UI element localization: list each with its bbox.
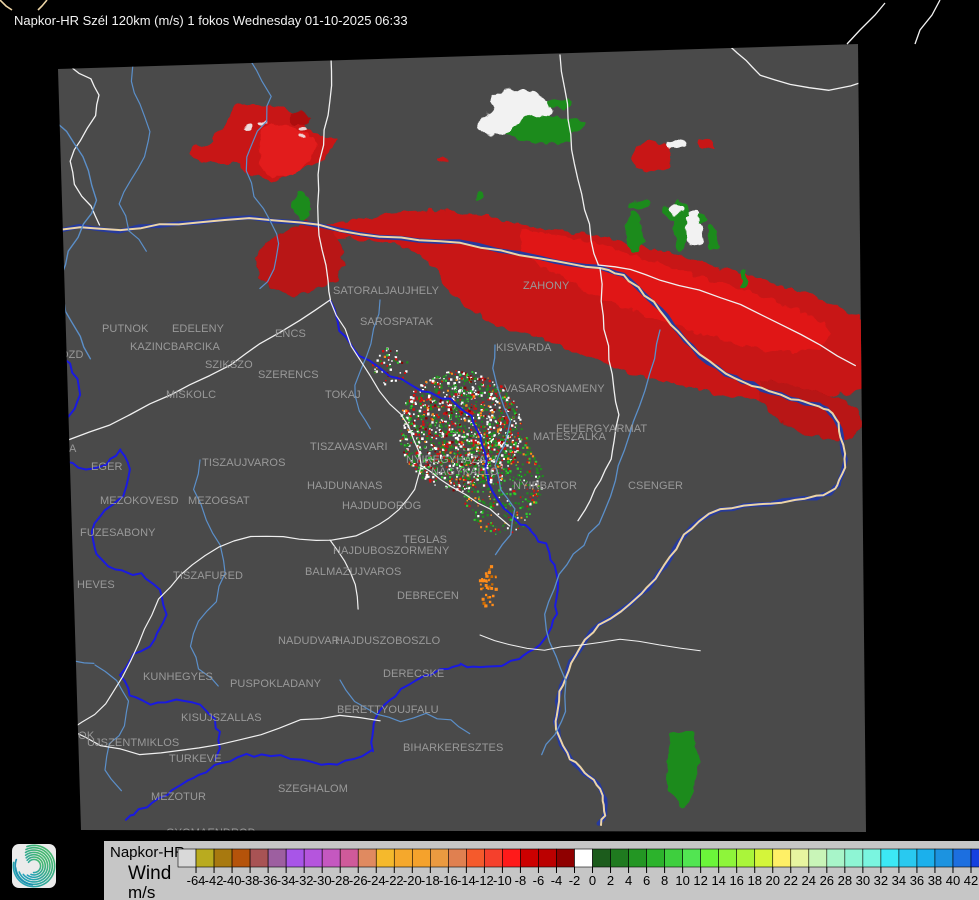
svg-text:36: 36 <box>910 873 924 888</box>
svg-text:38: 38 <box>928 873 942 888</box>
svg-text:-6: -6 <box>533 873 545 888</box>
svg-text:-4: -4 <box>551 873 563 888</box>
svg-text:-14: -14 <box>457 873 476 888</box>
svg-text:-42: -42 <box>205 873 224 888</box>
svg-text:-8: -8 <box>515 873 527 888</box>
svg-text:m/s: m/s <box>128 883 155 900</box>
svg-text:Napkor-HR: Napkor-HR <box>110 844 185 861</box>
svg-text:18: 18 <box>747 873 761 888</box>
svg-text:-34: -34 <box>277 873 296 888</box>
svg-text:20: 20 <box>766 873 780 888</box>
svg-text:-18: -18 <box>421 873 440 888</box>
svg-text:-20: -20 <box>403 873 422 888</box>
svg-text:-2: -2 <box>569 873 581 888</box>
svg-text:-28: -28 <box>331 873 350 888</box>
svg-text:12: 12 <box>693 873 707 888</box>
svg-text:-22: -22 <box>385 873 404 888</box>
svg-text:40: 40 <box>946 873 960 888</box>
svg-text:24: 24 <box>802 873 816 888</box>
svg-text:30: 30 <box>856 873 870 888</box>
svg-text:-12: -12 <box>475 873 494 888</box>
svg-text:-16: -16 <box>439 873 458 888</box>
svg-text:6: 6 <box>643 873 650 888</box>
svg-text:-24: -24 <box>367 873 386 888</box>
svg-text:-26: -26 <box>349 873 368 888</box>
svg-text:22: 22 <box>784 873 798 888</box>
svg-text:2: 2 <box>607 873 614 888</box>
svg-text:34: 34 <box>892 873 906 888</box>
svg-text:-30: -30 <box>313 873 332 888</box>
svg-text:-36: -36 <box>259 873 278 888</box>
svg-text:42: 42 <box>964 873 978 888</box>
svg-text:0: 0 <box>589 873 596 888</box>
svg-text:16: 16 <box>729 873 743 888</box>
svg-text:Wind: Wind <box>128 863 171 884</box>
svg-text:-40: -40 <box>223 873 242 888</box>
svg-text:26: 26 <box>820 873 834 888</box>
svg-text:10: 10 <box>675 873 689 888</box>
svg-text:14: 14 <box>711 873 725 888</box>
svg-text:-38: -38 <box>241 873 260 888</box>
svg-text:-64: -64 <box>187 873 206 888</box>
svg-text:4: 4 <box>625 873 632 888</box>
svg-text:-10: -10 <box>493 873 512 888</box>
svg-text:-32: -32 <box>295 873 314 888</box>
svg-text:32: 32 <box>874 873 888 888</box>
svg-text:28: 28 <box>838 873 852 888</box>
svg-text:8: 8 <box>661 873 668 888</box>
